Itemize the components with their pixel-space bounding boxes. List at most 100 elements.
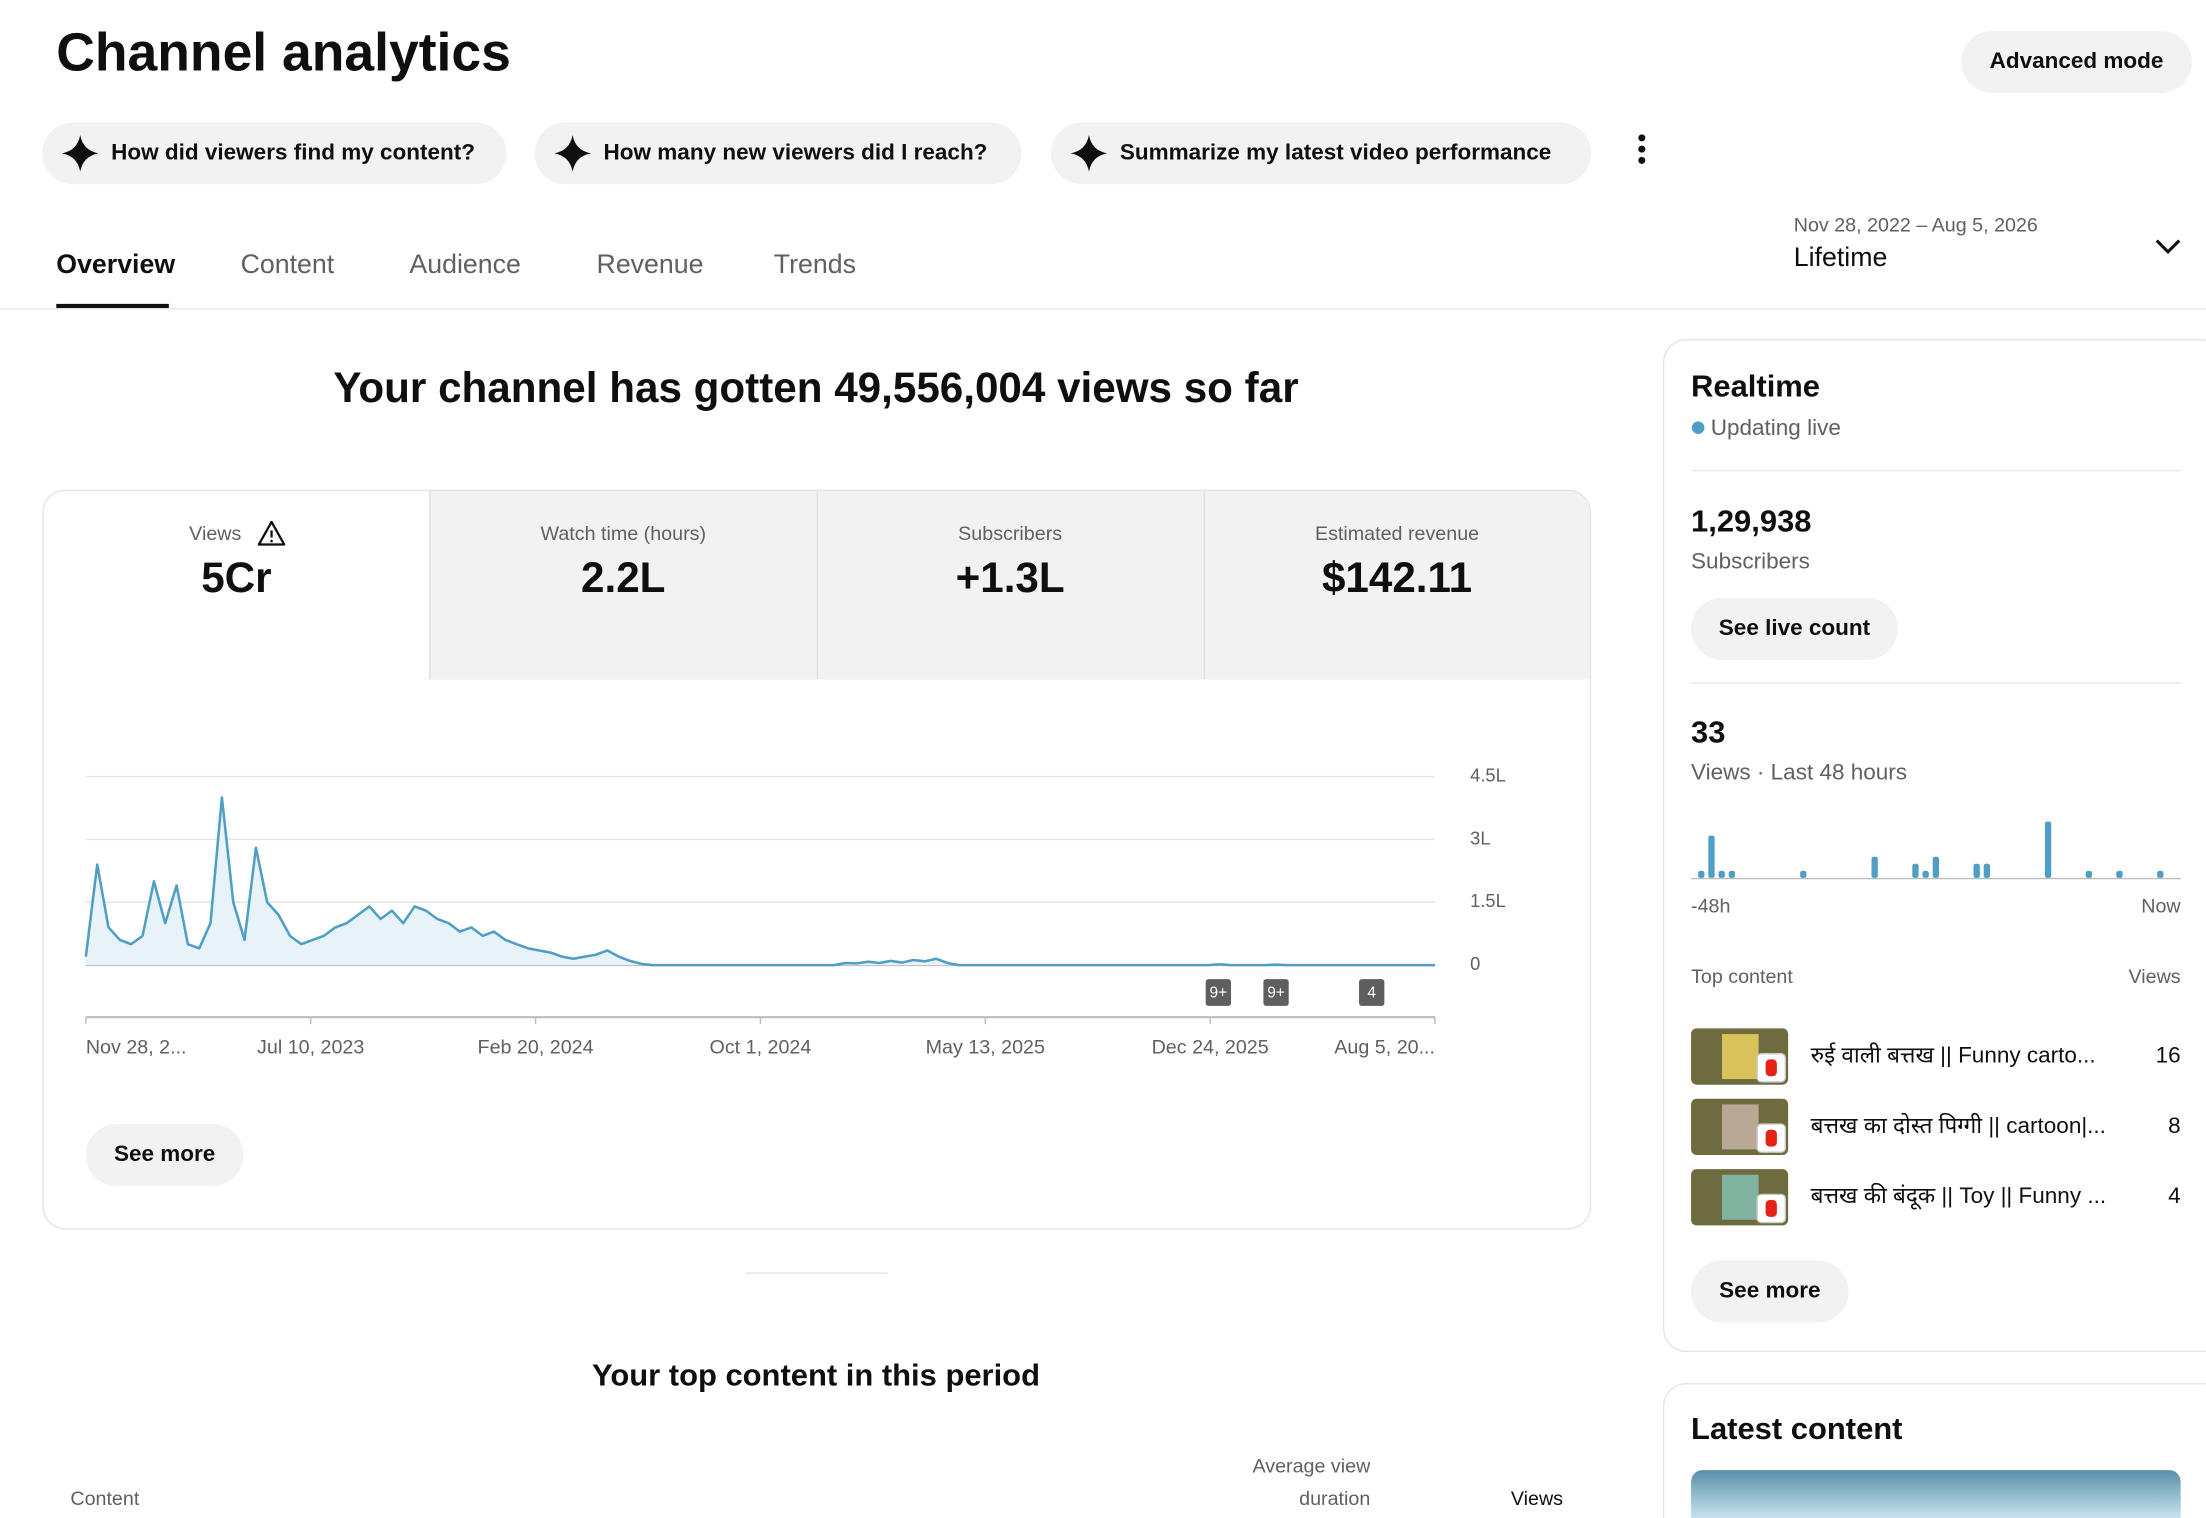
bar — [1708, 835, 1715, 878]
metric-label[interactable]: Views — [189, 523, 241, 545]
prompt-chip[interactable] — [42, 122, 507, 185]
subscriber-label: Subscribers — [1691, 549, 1810, 574]
x-tick-label: Now — [2141, 896, 2181, 918]
realtime-views-label: Views · Last 48 hours — [1691, 760, 1907, 785]
bar — [2116, 870, 2123, 878]
content-title[interactable]: बत्तख का दोस्त पिग्गी || cartoon|... — [1811, 1112, 2106, 1138]
shorts-icon — [1765, 1059, 1777, 1077]
latest-content-title: Latest content — [1691, 1411, 1902, 1446]
column-header: Content — [70, 1488, 139, 1510]
tab[interactable]: Overview — [56, 249, 175, 279]
bar — [1871, 856, 1878, 878]
metric-label[interactable]: Subscribers — [958, 523, 1062, 545]
thumbnail-art — [1722, 1174, 1759, 1220]
prompt-chip[interactable] — [534, 122, 1022, 185]
column-header: duration — [1299, 1488, 1370, 1510]
see-more-button[interactable] — [1691, 1260, 1849, 1323]
annotation-badge[interactable] — [1359, 979, 1385, 1006]
content-title[interactable]: बत्तख की बंदूक || Toy || Funny ... — [1811, 1182, 2106, 1210]
date-period: Lifetime — [1794, 242, 1888, 272]
top-content-title: Your top content in this period — [592, 1357, 1040, 1392]
advanced-mode-button[interactable] — [1961, 30, 2192, 93]
thumbnail-art — [1722, 1034, 1759, 1080]
x-tick-label: Aug 5, 20... — [1334, 1036, 1435, 1058]
live-count-label: See live count — [1719, 615, 1871, 640]
sparkle-icon — [61, 135, 99, 172]
shorts-icon — [1765, 1129, 1777, 1147]
prompt-label: How many new viewers did I reach? — [604, 139, 988, 164]
see-more-label: See more — [1719, 1277, 1820, 1302]
tabs: Overview Content Audience Revenue Trends — [56, 249, 856, 279]
column-header: Views — [1511, 1488, 1563, 1510]
metric-label[interactable]: Watch time (hours) — [540, 523, 706, 545]
sparkle-icon — [1070, 135, 1108, 172]
content-title[interactable]: रुई वाली बत्तख || Funny carto... — [1811, 1041, 2096, 1067]
realtime-card — [1662, 339, 2206, 1352]
prompt-label: Summarize my latest video performance — [1120, 139, 1551, 164]
realtime-top-content: रुई वाली बत्तख || Funny carto... 16 बत्तख … — [1691, 1028, 2181, 1226]
metric-value[interactable]: 5Cr — [201, 554, 271, 601]
date-dropdown[interactable] — [2155, 239, 2181, 255]
bar — [1728, 870, 1736, 878]
date-range: Nov 28, 2022 – Aug 5, 2026 — [1794, 215, 2038, 237]
bar — [1800, 870, 1807, 878]
y-tick-label: 1.5L — [1470, 890, 1506, 911]
bar — [1718, 870, 1725, 878]
bar — [2157, 870, 2164, 878]
latest-content-thumbnail[interactable] — [1691, 1470, 2181, 1518]
tab[interactable]: Content — [241, 249, 335, 279]
live-count-button[interactable] — [1691, 597, 1898, 660]
more-menu[interactable] — [1638, 134, 1646, 164]
tab[interactable]: Trends — [774, 249, 856, 279]
bar — [1973, 863, 1980, 878]
metric-value[interactable]: +1.3L — [956, 554, 1065, 601]
prompt-label: How did viewers find my content? — [111, 139, 475, 164]
subscriber-count: 1,29,938 — [1691, 504, 1811, 539]
warning-icon — [257, 520, 286, 546]
annotation-label: 9+ — [1267, 984, 1285, 1001]
metric-label[interactable]: Estimated revenue — [1315, 523, 1479, 545]
tab[interactable]: Revenue — [597, 249, 704, 279]
x-tick-label: Oct 1, 2024 — [710, 1036, 812, 1058]
bar — [1698, 870, 1705, 878]
x-tick-label: May 13, 2025 — [926, 1036, 1045, 1058]
metric-value[interactable]: 2.2L — [581, 554, 665, 601]
content-views: 16 — [2156, 1042, 2181, 1067]
realtime-chart: -48h Now — [1691, 821, 2181, 918]
annotation-badge[interactable] — [1205, 979, 1232, 1006]
views-area — [85, 797, 1436, 966]
x-tick-label: -48h — [1691, 896, 1730, 918]
realtime-views: 33 — [1691, 715, 1725, 750]
views-chart: 0 1.5L 3L 4.5L Nov 28, 2... Jul 10, 2023 Feb 2… — [84, 764, 1506, 1058]
column-header: Average view — [1252, 1456, 1371, 1478]
advanced-mode-label: Advanced mode — [1990, 48, 2164, 73]
content-views: 8 — [2168, 1113, 2181, 1138]
shorts-icon — [1765, 1200, 1777, 1217]
metrics: Views 5Cr Watch time (hours) 2.2L Subscriber… — [189, 523, 1479, 601]
y-tick-label: 3L — [1470, 827, 1490, 848]
annotation-label: 9+ — [1210, 984, 1228, 1001]
bar — [1912, 863, 1919, 878]
tab[interactable]: Audience — [409, 249, 520, 279]
see-more-button[interactable] — [85, 1124, 244, 1186]
bar — [1922, 870, 1929, 878]
views-column-label: Views — [2128, 966, 2180, 988]
views-line — [84, 796, 1436, 967]
sparkle-icon — [554, 135, 591, 172]
prompt-chips: How did viewers find my content? How many… — [42, 122, 1592, 185]
metric-value[interactable]: $142.11 — [1322, 554, 1472, 601]
realtime-title: Realtime — [1691, 368, 1820, 403]
bar — [2044, 821, 2052, 878]
bar — [1983, 863, 1991, 878]
x-tick-label: Jul 10, 2023 — [257, 1036, 364, 1058]
top-content-label: Top content — [1691, 966, 1793, 988]
annotation-badge[interactable] — [1263, 979, 1289, 1006]
realtime-status: Updating live — [1711, 415, 1841, 440]
x-tick-label: Dec 24, 2025 — [1152, 1036, 1269, 1058]
y-tick-label: 4.5L — [1470, 764, 1506, 785]
prompt-chip[interactable] — [1050, 122, 1592, 185]
x-tick-label: Feb 20, 2024 — [478, 1036, 594, 1058]
live-dot — [1691, 421, 1705, 435]
y-tick-label: 0 — [1470, 953, 1480, 974]
